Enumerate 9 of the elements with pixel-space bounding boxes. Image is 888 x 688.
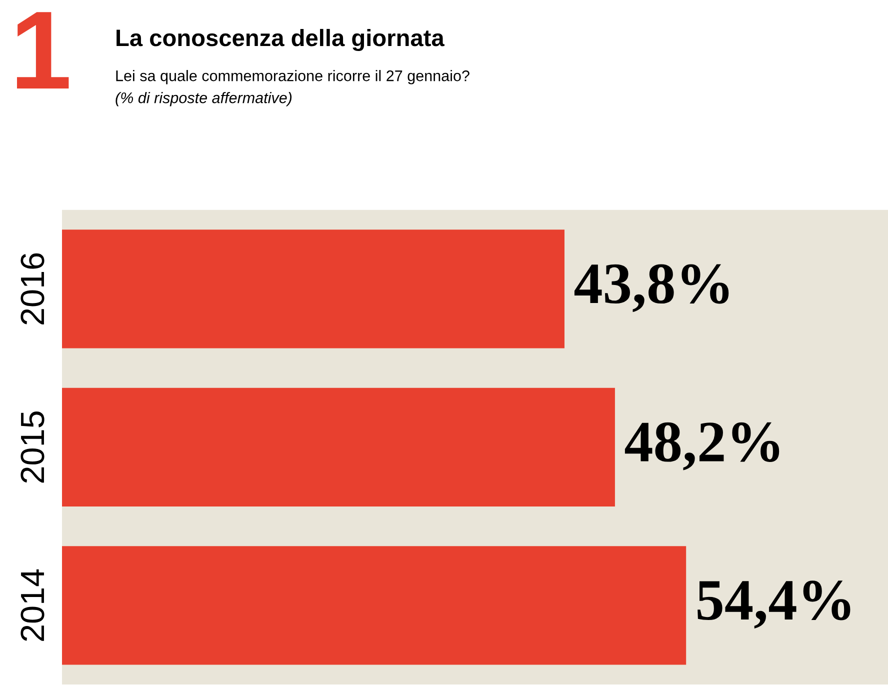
chart-title: La conoscenza della giornata: [116, 28, 444, 52]
y-tick-label: 2016: [20, 253, 44, 324]
y-tick-label: 2015: [20, 412, 44, 483]
chart-subtitle: Lei sa quale commemorazione ricorre il 27 gennaio? (% di risposte affermative): [116, 70, 470, 106]
y-tick-label: 2014: [20, 569, 44, 641]
text: 1: [16, 12, 69, 89]
data-label: 48,2%: [624, 422, 780, 470]
data-label: 54,4%: [698, 580, 850, 628]
data-label: 43,8%: [574, 264, 729, 312]
